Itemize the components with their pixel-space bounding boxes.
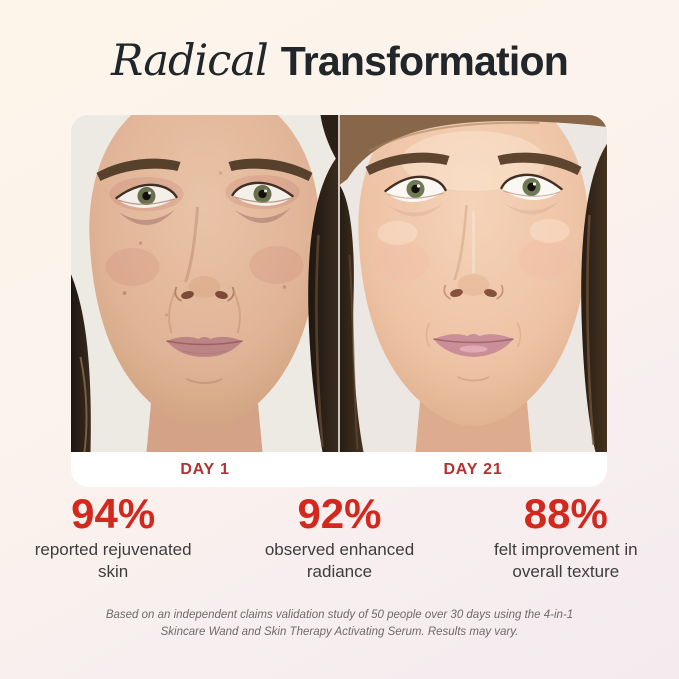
before-photo [71, 115, 338, 452]
stats-row: 94% reported rejuvenated skin 92% observ… [0, 490, 679, 583]
stat-value: 92% [297, 490, 382, 537]
stat-description: observed enhanced radiance [264, 540, 415, 581]
day21-label: DAY 21 [443, 460, 503, 478]
stat-description: felt improvement in overall texture [494, 540, 638, 581]
stat-value: 88% [523, 490, 608, 537]
title-main-word: Transformation [280, 38, 569, 84]
after-photo-illustration [340, 115, 607, 452]
title-accent-word: Radical [111, 36, 269, 86]
stat-overall-texture: 88% felt improvement in overall texture [453, 490, 679, 583]
before-photo-illustration [71, 115, 338, 452]
study-disclaimer: Based on an independent claims validatio… [105, 609, 574, 639]
stat-rejuvenated-skin: 94% reported rejuvenated skin [0, 490, 226, 583]
stat-description: reported rejuvenated skin [34, 540, 192, 581]
stat-enhanced-radiance: 92% observed enhanced radiance [226, 490, 452, 583]
stat-value: 94% [71, 490, 156, 537]
after-photo [340, 115, 607, 452]
before-after-card: DAY 1 DAY 21 [71, 115, 607, 487]
day-label-bar: DAY 1 DAY 21 [71, 452, 607, 487]
page-title: Radical Transformation [0, 36, 679, 86]
photo-row [71, 115, 607, 452]
day1-label: DAY 1 [180, 460, 230, 478]
